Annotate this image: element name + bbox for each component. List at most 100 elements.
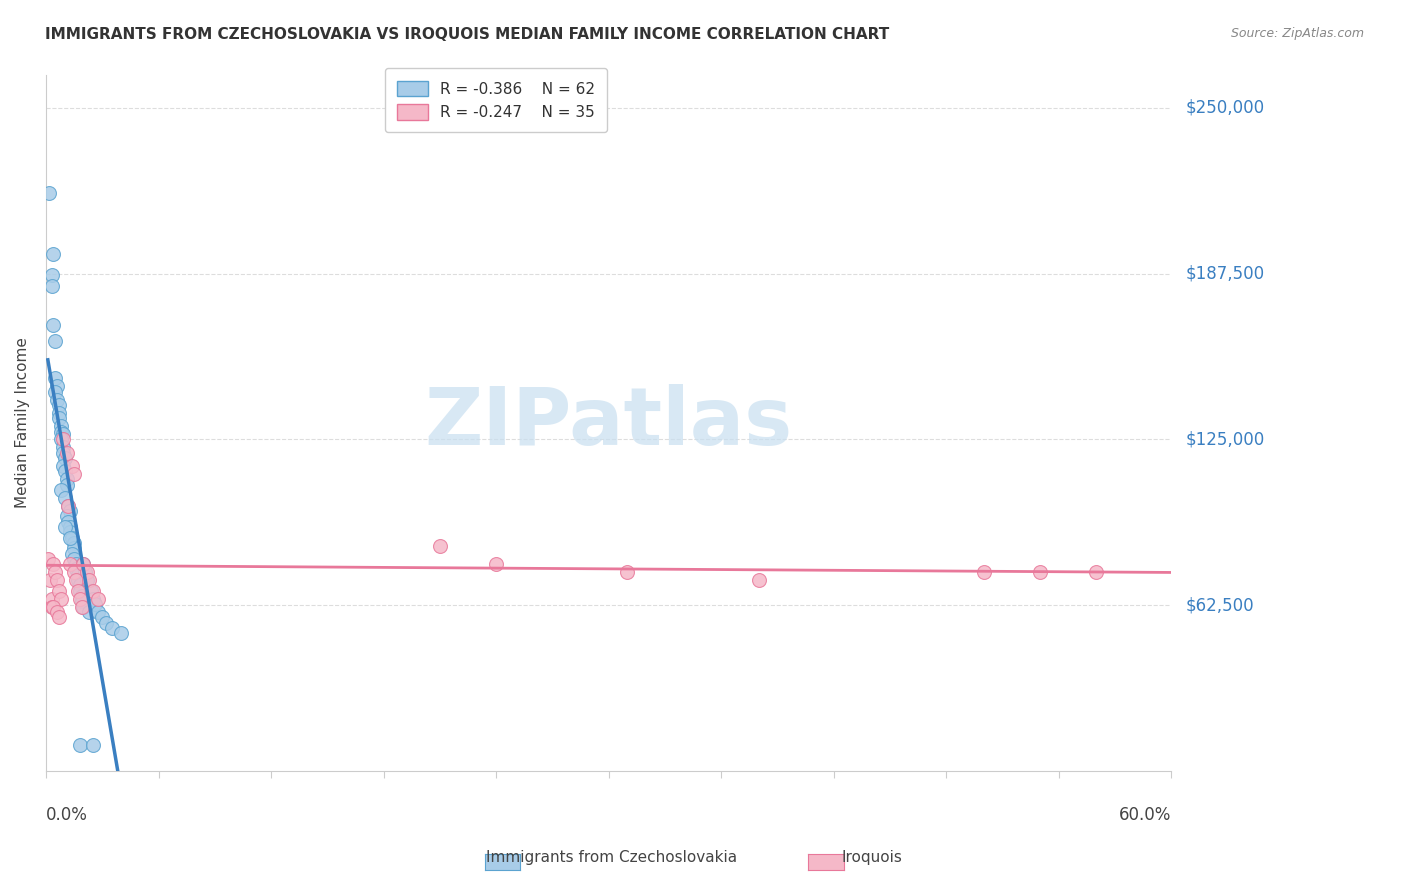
Point [63, 565, 86, 579]
Point [48, 406, 70, 420]
Point [58, 515, 80, 529]
Point [94, 615, 117, 630]
Point [53, 450, 76, 465]
Point [55, 477, 77, 491]
Point [72, 557, 94, 571]
Point [65, 573, 87, 587]
Point [82, 583, 104, 598]
Point [37, 552, 59, 566]
Point [77, 573, 100, 587]
Point [44, 384, 66, 399]
Point [60, 531, 83, 545]
Point [63, 467, 86, 481]
Point [72, 599, 94, 614]
Point [91, 610, 114, 624]
Point [55, 509, 77, 524]
Point [41, 591, 63, 606]
Text: 60.0%: 60.0% [1119, 806, 1171, 824]
Text: $250,000: $250,000 [1185, 99, 1264, 117]
Text: IMMIGRANTS FROM CZECHOSLOVAKIA VS IROQUOIS MEDIAN FAMILY INCOME CORRELATION CHAR: IMMIGRANTS FROM CZECHOSLOVAKIA VS IROQUO… [45, 27, 889, 42]
Point [42, 557, 65, 571]
Point [46, 379, 69, 393]
Point [44, 334, 66, 349]
Point [82, 591, 104, 606]
Point [80, 583, 103, 598]
Point [53, 520, 76, 534]
Point [69, 738, 91, 752]
Point [75, 565, 97, 579]
Text: Immigrants from Czechoslovakia: Immigrants from Czechoslovakia [486, 850, 737, 865]
Point [52, 458, 75, 473]
Point [70, 594, 93, 608]
Point [110, 626, 132, 640]
Point [63, 541, 86, 556]
Point [59, 531, 82, 545]
Text: ZIPatlas: ZIPatlas [425, 384, 793, 462]
Point [44, 371, 66, 385]
Point [59, 525, 82, 540]
Text: 0.0%: 0.0% [46, 806, 87, 824]
Point [616, 565, 638, 579]
Point [49, 425, 72, 439]
Text: Iroquois: Iroquois [841, 850, 903, 865]
Point [69, 578, 91, 592]
Point [87, 605, 110, 619]
Text: $62,500: $62,500 [1185, 596, 1254, 615]
Point [46, 605, 69, 619]
Point [59, 520, 82, 534]
Point [49, 483, 72, 497]
Point [70, 599, 93, 614]
Point [70, 589, 93, 603]
Point [63, 552, 86, 566]
Point [60, 547, 83, 561]
Point [41, 599, 63, 614]
Point [42, 318, 65, 333]
Point [53, 464, 76, 478]
Point [973, 565, 995, 579]
Point [63, 536, 86, 550]
Point [66, 583, 89, 598]
Point [52, 441, 75, 455]
Point [748, 573, 770, 587]
Point [48, 398, 70, 412]
Point [485, 557, 508, 571]
Point [52, 427, 75, 442]
Point [76, 565, 98, 579]
Point [38, 573, 60, 587]
Point [59, 504, 82, 518]
Point [48, 610, 70, 624]
Point [52, 446, 75, 460]
Point [66, 573, 89, 587]
Point [49, 433, 72, 447]
Point [60, 458, 83, 473]
Point [55, 446, 77, 460]
Point [59, 557, 82, 571]
Point [49, 419, 72, 434]
Point [65, 557, 87, 571]
Legend: R = -0.386    N = 62, R = -0.247    N = 35: R = -0.386 N = 62, R = -0.247 N = 35 [385, 69, 607, 132]
Text: Source: ZipAtlas.com: Source: ZipAtlas.com [1230, 27, 1364, 40]
Point [429, 539, 451, 553]
Point [69, 591, 91, 606]
Text: $187,500: $187,500 [1185, 265, 1264, 283]
Point [46, 392, 69, 407]
Point [52, 433, 75, 447]
Point [77, 605, 100, 619]
Point [41, 278, 63, 293]
Point [83, 597, 105, 611]
Point [49, 591, 72, 606]
Point [87, 591, 110, 606]
Point [38, 186, 60, 200]
Point [53, 491, 76, 505]
Point [58, 499, 80, 513]
Point [42, 246, 65, 260]
Text: $125,000: $125,000 [1185, 431, 1264, 449]
Point [66, 567, 89, 582]
Y-axis label: Median Family Income: Median Family Income [15, 337, 30, 508]
Point [48, 583, 70, 598]
Point [42, 599, 65, 614]
Point [72, 557, 94, 571]
Point [48, 411, 70, 425]
Point [82, 738, 104, 752]
Point [41, 268, 63, 282]
